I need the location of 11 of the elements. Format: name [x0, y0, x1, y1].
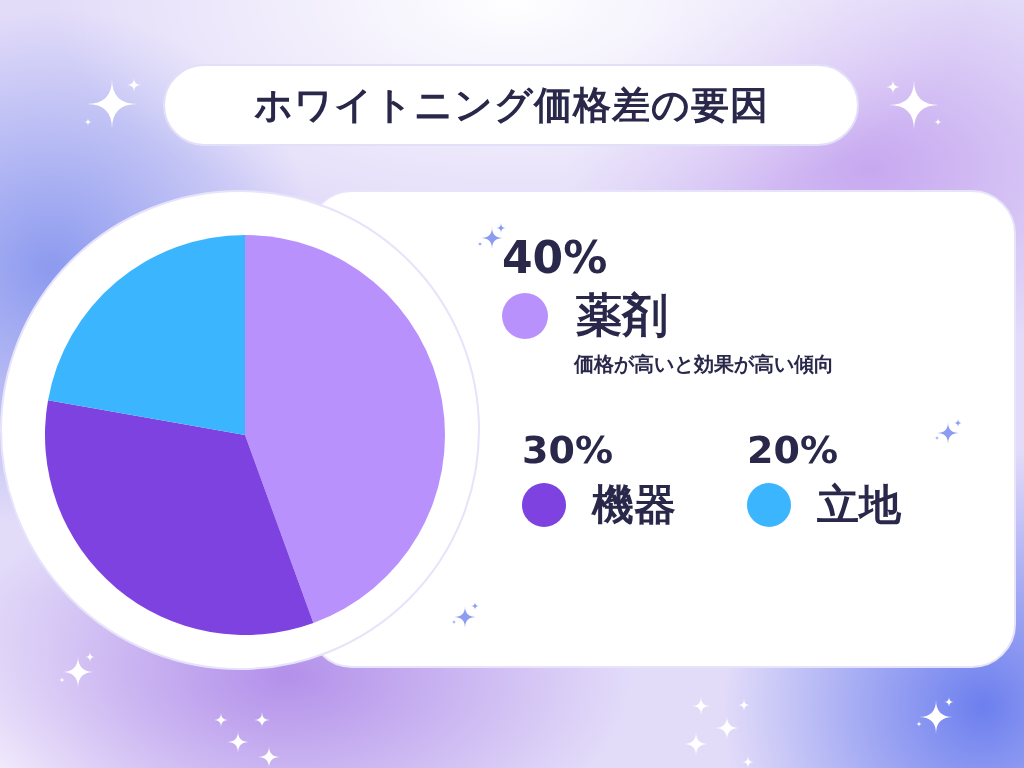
data-label: 30%: [522, 427, 613, 472]
data-label: 20%: [747, 427, 838, 472]
text: 価格が高いと効果が高い傾向: [574, 351, 834, 376]
pie-slice: [245, 235, 445, 623]
data-label: 40%: [502, 232, 608, 283]
pie-slice: [45, 400, 314, 635]
legend-label: 立地: [817, 479, 901, 529]
legend-label: 薬剤: [576, 288, 668, 343]
chart-title: ホワイトニング価格差の要因: [253, 81, 769, 129]
pie-slice: [48, 235, 245, 435]
legend-label: 機器: [592, 479, 676, 529]
